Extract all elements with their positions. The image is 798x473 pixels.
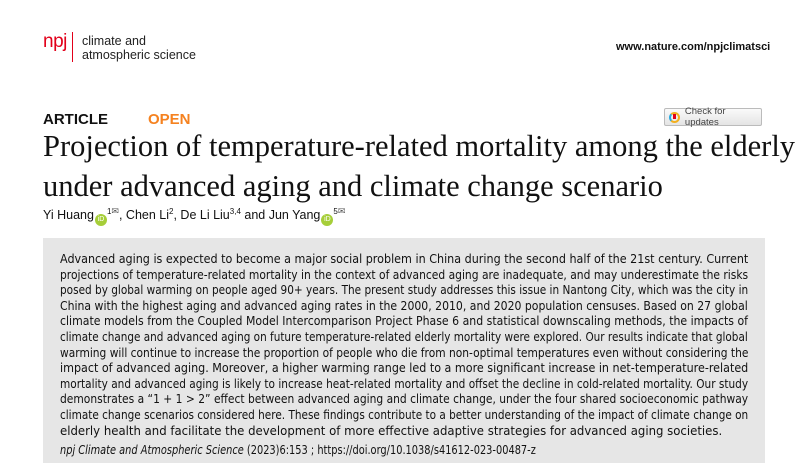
author-name[interactable]: Chen Li bbox=[125, 208, 170, 222]
abstract-line: China with the highest aging and advance… bbox=[60, 297, 748, 313]
affiliation-sup: 1 bbox=[106, 206, 112, 216]
title-line: Projection of temperature-related mortal… bbox=[43, 129, 796, 163]
abstract-line: climate models from the Coupled Model In… bbox=[60, 313, 748, 329]
affiliation-sup: 3,4 bbox=[229, 206, 241, 216]
citation-doi[interactable]: (2023)6:153 ; https://doi.org/10.1038/s4… bbox=[243, 442, 536, 457]
abstract-box: Advanced aging is expected to become a m… bbox=[43, 238, 765, 463]
affiliation-sup: 2 bbox=[169, 206, 174, 216]
separator: , bbox=[118, 208, 126, 222]
npj-logo: npj bbox=[43, 31, 67, 52]
logo-divider bbox=[72, 32, 73, 62]
email-icon[interactable]: ✉ bbox=[337, 206, 346, 216]
check-for-updates-button[interactable]: Check for updates bbox=[664, 106, 762, 128]
abstract-line: elderly health and facilitate the develo… bbox=[60, 422, 723, 438]
page-title: Projection of temperature-related mortal… bbox=[43, 126, 795, 206]
author-name[interactable]: De Li Liu bbox=[180, 208, 230, 222]
abstract-line: warming will continue to increase the pr… bbox=[60, 344, 749, 360]
citation-journal: npj Climate and Atmospheric Science bbox=[60, 442, 244, 457]
journal-name: climate and atmospheric science bbox=[82, 34, 196, 62]
abstract-line: demonstrates a “1 + 1 > 2” effect betwee… bbox=[60, 391, 749, 407]
open-access-label: OPEN bbox=[148, 111, 191, 128]
title-line: under advanced aging and climate change … bbox=[43, 169, 663, 203]
separator: and bbox=[240, 208, 269, 222]
author-list: Yi Huang iD1✉, Chen Li2, De Li Liu3,4 and… bbox=[43, 206, 345, 226]
abstract-line: climate change scenarios considered here… bbox=[60, 407, 749, 422]
author-name[interactable]: Jun Yang bbox=[268, 208, 321, 222]
abstract-line: projections of temperature-related morta… bbox=[60, 266, 749, 282]
orcid-icon[interactable]: iD bbox=[94, 214, 107, 226]
email-icon[interactable]: ✉ bbox=[111, 206, 119, 216]
abstract-line: Advanced aging is expected to become a m… bbox=[60, 251, 749, 266]
separator: , bbox=[173, 208, 181, 222]
author-name[interactable]: Yi Huang bbox=[43, 208, 94, 222]
abstract-line: mortality and advanced aging is likely t… bbox=[60, 375, 749, 391]
citation: npj Climate and Atmospheric Science (202… bbox=[60, 442, 536, 457]
crossmark-icon bbox=[669, 111, 680, 123]
journal-name-line2: atmospheric science bbox=[82, 48, 196, 62]
affiliation-sup: 5 bbox=[333, 206, 338, 216]
check-for-updates-label: Check for updates bbox=[684, 106, 726, 128]
abstract-line: impact of advanced aging. Moreover, a hi… bbox=[60, 360, 749, 376]
journal-url[interactable]: www.nature.com/npjclimatsci bbox=[616, 41, 771, 53]
abstract-line: climate change and advanced aging on fut… bbox=[60, 329, 748, 344]
abstract-line: posed by global warming on people aged 9… bbox=[60, 282, 749, 298]
article-type: ARTICLE bbox=[43, 111, 108, 128]
journal-name-line1: climate and bbox=[82, 34, 146, 48]
orcid-icon[interactable]: iD bbox=[321, 214, 334, 226]
